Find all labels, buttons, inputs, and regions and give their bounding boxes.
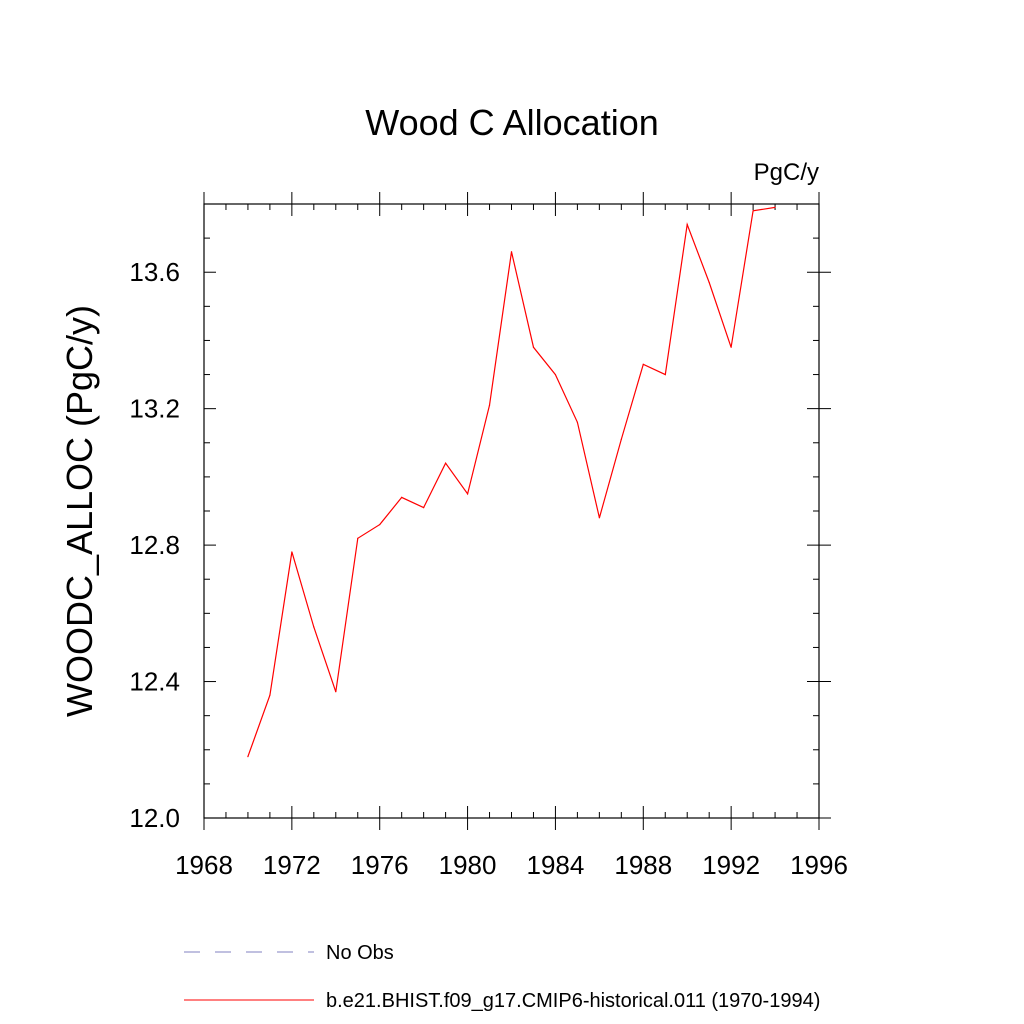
data-point bbox=[554, 373, 557, 376]
data-point bbox=[445, 462, 447, 464]
x-tick-label: 1984 bbox=[527, 850, 585, 880]
y-tick-label: 12.0 bbox=[129, 803, 180, 833]
data-point bbox=[730, 346, 732, 348]
data-point bbox=[686, 223, 688, 226]
data-point bbox=[532, 346, 535, 348]
x-tick-label: 1980 bbox=[439, 850, 497, 880]
data-point bbox=[488, 404, 491, 406]
data-point bbox=[423, 506, 425, 509]
data-point bbox=[291, 551, 293, 553]
data-point bbox=[620, 438, 622, 440]
data-point bbox=[510, 251, 513, 253]
series-line bbox=[247, 206, 776, 757]
data-point bbox=[664, 373, 666, 376]
x-tick-label: 1976 bbox=[351, 850, 409, 880]
y-tick-label: 12.8 bbox=[129, 530, 180, 560]
axis-ticks bbox=[203, 192, 831, 830]
data-point bbox=[379, 524, 381, 526]
legend-label: No Obs bbox=[326, 942, 394, 964]
x-tick-label: 1972 bbox=[263, 850, 321, 880]
series-layer bbox=[247, 206, 776, 758]
x-tick-label: 1968 bbox=[175, 850, 233, 880]
data-point bbox=[774, 206, 776, 209]
data-point bbox=[247, 756, 249, 758]
data-point bbox=[576, 421, 578, 423]
x-tick-label: 1988 bbox=[614, 850, 672, 880]
axis-tick-labels: 1968 1972 1976 1980 1984 1988 1992 1996 12.0 12.4… bbox=[129, 257, 848, 880]
data-point bbox=[466, 493, 469, 495]
data-point bbox=[269, 694, 271, 696]
data-point bbox=[313, 626, 315, 628]
legend: No Obs b.e21.BHIST.f09_g17.CMIP6-historic… bbox=[184, 942, 820, 1012]
data-point bbox=[401, 496, 403, 498]
chart-title: Wood C Allocation bbox=[365, 102, 659, 143]
y-tick-label: 12.4 bbox=[129, 667, 180, 697]
data-point bbox=[708, 281, 710, 284]
x-tick-label: 1996 bbox=[790, 850, 848, 880]
y-tick-label: 13.2 bbox=[129, 394, 180, 424]
plot-frame bbox=[203, 203, 820, 819]
data-point bbox=[335, 691, 337, 693]
data-point bbox=[598, 517, 600, 519]
units-label: PgC/y bbox=[754, 159, 819, 186]
y-tick-label: 13.6 bbox=[129, 257, 180, 287]
data-point bbox=[642, 363, 644, 365]
data-point bbox=[752, 210, 754, 212]
x-tick-label: 1992 bbox=[702, 850, 760, 880]
y-axis-label: WOODC_ALLOC (PgC/y) bbox=[59, 305, 100, 717]
legend-label: b.e21.BHIST.f09_g17.CMIP6-historical.011… bbox=[326, 990, 820, 1012]
data-point bbox=[357, 537, 359, 539]
